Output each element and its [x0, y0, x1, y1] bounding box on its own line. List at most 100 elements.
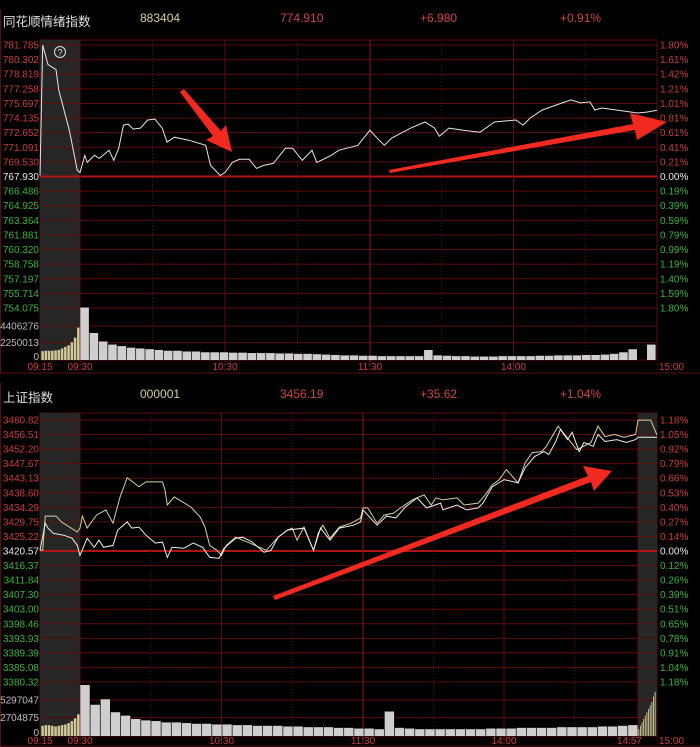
- volume-bar: [572, 355, 582, 360]
- percent-axis-label: 1.18%: [660, 416, 688, 427]
- price-axis-label: 761.881: [3, 230, 40, 241]
- price-axis-label: 3434.29: [3, 503, 40, 514]
- volume-bar-auction: [67, 723, 70, 736]
- volume-bar: [374, 729, 384, 736]
- percent-axis-label: 0.12%: [660, 561, 688, 572]
- volume-bar: [607, 726, 618, 736]
- volume-bar-closing: [651, 702, 653, 736]
- price-axis-label: 764.925: [3, 201, 40, 212]
- closing-auction-area: [638, 413, 657, 736]
- volume-bar: [108, 344, 117, 360]
- price-axis-label: 769.530: [3, 157, 40, 168]
- time-axis-label: 14:00: [501, 362, 526, 373]
- volume-bar-auction: [44, 725, 48, 736]
- percent-axis-label: 0.79%: [660, 459, 688, 470]
- volume-bar: [126, 347, 136, 360]
- volume-bar: [201, 352, 210, 360]
- price-axis-label: 780.302: [3, 55, 40, 66]
- volume-bar: [349, 355, 359, 360]
- index-name[interactable]: 上证指数: [3, 391, 54, 405]
- price-axis-label: 3398.46: [3, 619, 40, 630]
- volume-bar-closing: [638, 729, 640, 736]
- volume-bar: [445, 729, 455, 736]
- volume-bar-closing: [648, 708, 650, 736]
- volume-bar: [303, 727, 313, 736]
- volume-bar: [262, 725, 273, 736]
- volume-bar-auction: [77, 327, 80, 360]
- volume-bar: [256, 353, 266, 360]
- volume-bar: [100, 699, 111, 736]
- volume-bar-closing: [654, 691, 656, 736]
- time-axis-label: 11:30: [351, 736, 376, 747]
- bottom-intraday-chart[interactable]: 3460.82 1.18% 3456.51 1.05% 3452.20 0.92% 3447…: [0, 383, 700, 747]
- price-change-percent: +1.04%: [560, 387, 602, 401]
- volume-bar: [628, 349, 638, 360]
- volume-bar: [117, 346, 127, 360]
- volume-bar-auction: [73, 718, 77, 736]
- volume-bar: [171, 722, 182, 736]
- volume-bar: [323, 727, 334, 736]
- volume-bar-closing: [646, 712, 648, 736]
- volume-bar: [90, 704, 100, 736]
- volume-bar: [396, 356, 405, 360]
- volume-bar-auction: [57, 725, 61, 736]
- volume-bar: [461, 356, 470, 360]
- time-axis-label: 09:15: [27, 736, 52, 747]
- price-axis-label: 772.652: [3, 128, 40, 139]
- volume-axis-label: 2704875: [0, 713, 39, 724]
- volume-bar: [191, 723, 202, 736]
- volume-bar: [404, 728, 415, 736]
- volume-bar: [489, 356, 498, 360]
- volume-axis-label: 0: [33, 728, 39, 739]
- percent-axis-label: 0.41%: [660, 143, 688, 154]
- percent-axis-label: 0.65%: [660, 619, 688, 630]
- volume-bar: [340, 355, 350, 360]
- price-axis-label: 766.486: [3, 187, 40, 198]
- top-panel-header: 同花顺情绪指数 883404 774.910 +6.980 +0.91%: [0, 8, 700, 29]
- call-auction-area: [40, 40, 80, 360]
- price-axis-label: 3380.32: [3, 678, 40, 689]
- volume-bar-auction: [47, 725, 51, 736]
- percent-axis-label: 1.18%: [660, 678, 688, 689]
- volume-axis-label: 0: [33, 352, 39, 363]
- volume-bar-auction: [57, 349, 61, 360]
- price-axis-label: 3385.08: [3, 663, 40, 674]
- index-name[interactable]: 同花顺情绪指数: [3, 15, 91, 29]
- annotation-arrow-icon: [180, 89, 667, 600]
- percent-axis-label: 0.78%: [660, 634, 688, 645]
- volume-bar: [312, 354, 322, 360]
- volume-bar: [232, 725, 242, 736]
- volume-bar-auction: [54, 350, 57, 360]
- price-line-2: [39, 428, 657, 559]
- percent-axis-label: 0.26%: [660, 576, 688, 587]
- top-intraday-chart[interactable]: 781.785 1.80% 780.302 1.61% 778.819 1.42% 777.…: [0, 10, 700, 374]
- price-change-percent: +0.91%: [560, 11, 602, 25]
- volume-bar: [202, 723, 212, 736]
- percent-axis-label: 1.21%: [660, 84, 688, 95]
- price-axis-label: 3438.60: [3, 488, 40, 499]
- help-icon[interactable]: ?: [54, 46, 66, 58]
- volume-bar: [266, 353, 275, 360]
- volume-bar: [628, 725, 638, 736]
- percent-axis-label: 0.81%: [660, 114, 688, 125]
- volume-bar-closing: [644, 715, 646, 736]
- volume-bar: [222, 724, 232, 736]
- volume-bar: [563, 355, 572, 360]
- price-line-1: [39, 44, 658, 177]
- price-axis-label: 767.930: [3, 172, 40, 183]
- volume-bar: [455, 729, 466, 736]
- volume-bar: [498, 356, 507, 360]
- volume-bar: [470, 356, 480, 360]
- price-axis-label: 757.197: [3, 274, 40, 285]
- volume-bar-auction: [54, 726, 57, 736]
- price-axis-label: 754.075: [3, 304, 40, 315]
- volume-bar: [451, 356, 461, 360]
- percent-axis-label: 0.59%: [660, 216, 688, 227]
- volume-bar: [567, 727, 577, 736]
- price-axis-label: 778.819: [3, 70, 40, 81]
- volume-bar: [415, 729, 425, 736]
- percent-axis-label: 1.59%: [660, 289, 688, 300]
- percent-axis-label: 0.39%: [660, 201, 688, 212]
- volume-bar: [293, 353, 303, 360]
